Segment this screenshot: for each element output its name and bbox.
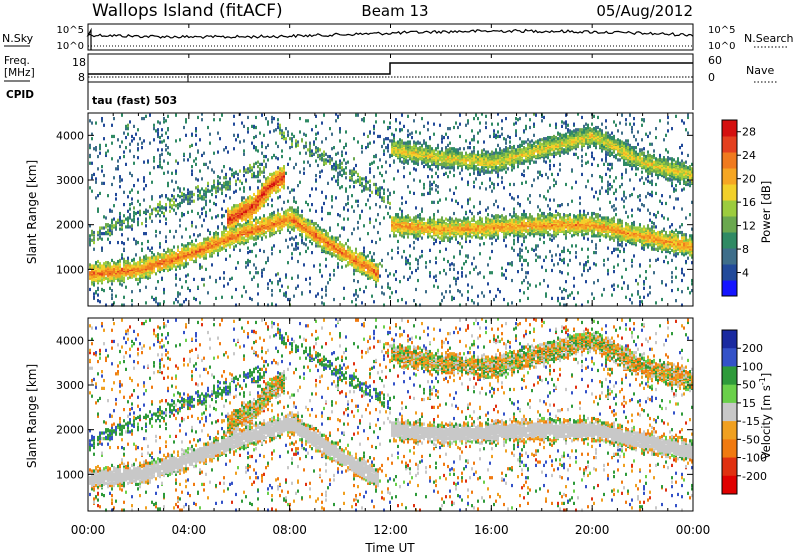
power-y-axis-label: Slant Range [km] <box>25 160 39 264</box>
noise-sky-trace <box>86 27 694 50</box>
x-tick-label: 04:00 <box>172 523 207 537</box>
station-title: Wallops Island (fitACF) <box>92 1 283 21</box>
y-tick-label: 4000 <box>56 334 84 347</box>
velocity-colorbar-tick: -15 <box>742 415 760 428</box>
freq-left-tick-low: 8 <box>78 71 85 84</box>
freq-label-line1: Freq. <box>4 55 30 67</box>
velocity-colorbar-tick: 200 <box>742 342 763 355</box>
power-colorbar-tick: 20 <box>742 173 756 186</box>
freq-left-tick-high: 18 <box>72 56 86 69</box>
noise-panel: N.Sky 10^5 10^0 10^5 10^0 N.Search <box>2 23 794 52</box>
y-tick-label: 1000 <box>56 263 84 276</box>
power-panel: 1000 2000 3000 4000 Slant Range [km] <box>25 112 694 307</box>
cpid-label: CPID <box>6 89 34 101</box>
velocity-colorbar-tick: -200 <box>742 470 767 483</box>
y-tick-label: 2000 <box>56 424 84 437</box>
power-colorbar-label: Power [dB] <box>759 181 773 244</box>
nave-label: Nave <box>746 64 774 77</box>
power-colorbar-tick: 24 <box>742 149 756 162</box>
noise-right-tick-low: 10^0 <box>708 41 735 52</box>
cpid-row: tau (fast) 503 <box>87 82 694 110</box>
power-colorbar-tick: 4 <box>742 267 749 280</box>
velocity-panel: 1000 2000 3000 4000 Slant Range [km] <box>25 317 694 512</box>
power-colorbar-tick: 8 <box>742 243 749 256</box>
date-title: 05/Aug/2012 <box>596 2 693 20</box>
power-colorbar-tick: 12 <box>742 220 756 233</box>
velocity-colorbar-tick: 15 <box>742 397 756 410</box>
frequency-panel: Freq. [MHz] CPID 18 8 60 0 Nave <box>4 53 778 101</box>
power-y-ticks: 1000 2000 3000 4000 <box>56 129 693 276</box>
velocity-heatmap-cells <box>89 317 693 512</box>
nave-right-tick-high: 60 <box>708 54 722 67</box>
x-tick-label: 16:00 <box>474 523 509 537</box>
velocity-colorbar-tick: -100 <box>742 452 767 465</box>
y-tick-label: 2000 <box>56 219 84 232</box>
cpid-text: tau (fast) 503 <box>92 94 177 107</box>
frequency-trace <box>88 62 693 75</box>
power-colorbar-tick: 16 <box>742 196 756 209</box>
velocity-colorbar-tick: 50 <box>742 379 756 392</box>
power-colorbar: 4 8 12 16 20 24 28 Power [dB] <box>721 119 773 297</box>
nave-right-tick-low: 0 <box>708 71 715 84</box>
velocity-colorbar: 200 100 50 15 -15 -50 -100 -200 Velocity [m s-1… <box>721 329 773 495</box>
y-tick-label: 4000 <box>56 129 84 142</box>
time-axis: 00:00 04:00 08:00 12:00 16:00 20:00 00:00 <box>71 24 711 537</box>
power-colorbar-tick: 28 <box>742 126 756 139</box>
velocity-y-axis-label: Slant Range [km] <box>25 364 39 468</box>
noise-right-tick-high: 10^5 <box>708 25 735 36</box>
x-tick-label: 20:00 <box>575 523 610 537</box>
x-tick-label: 00:00 <box>71 523 106 537</box>
power-heatmap-cells <box>89 112 693 307</box>
noise-sky-label: N.Sky <box>2 32 34 45</box>
noise-left-tick-low: 10^0 <box>57 41 84 52</box>
x-axis-label: Time UT <box>364 541 415 554</box>
freq-label-line2: [MHz] <box>4 67 35 79</box>
y-tick-label: 3000 <box>56 379 84 392</box>
x-tick-label: 08:00 <box>272 523 307 537</box>
beam-title: Beam 13 <box>361 2 428 20</box>
velocity-colorbar-tick: -50 <box>742 433 760 446</box>
noise-search-label: N.Search <box>744 32 794 45</box>
x-tick-label: 00:00 <box>676 523 711 537</box>
noise-left-tick-high: 10^5 <box>57 25 84 36</box>
x-tick-label: 12:00 <box>373 523 408 537</box>
velocity-colorbar-label: Velocity [m s-1] <box>758 373 773 460</box>
y-tick-label: 1000 <box>56 468 84 481</box>
velocity-y-ticks: 1000 2000 3000 4000 <box>56 334 693 481</box>
velocity-colorbar-tick: 100 <box>742 360 763 373</box>
y-tick-label: 3000 <box>56 174 84 187</box>
